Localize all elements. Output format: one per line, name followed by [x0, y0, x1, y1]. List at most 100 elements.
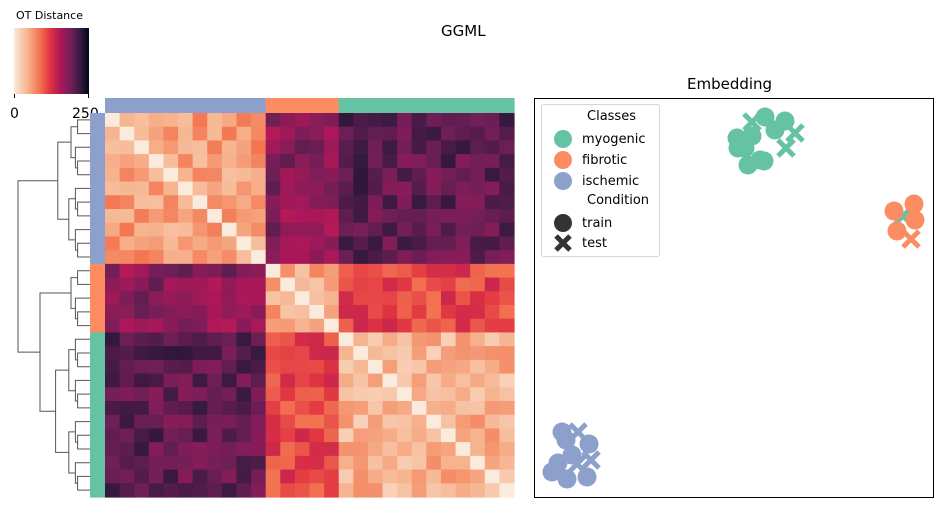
heatmap-cell: [499, 442, 515, 457]
heatmap-cell: [499, 113, 515, 128]
heatmap-cell: [309, 167, 325, 183]
heatmap-cell: [309, 140, 325, 155]
heatmap-cell: [411, 318, 427, 334]
column-class-bar: [105, 98, 515, 113]
heatmap-cell: [353, 250, 369, 265]
heatmap-cell: [367, 236, 384, 251]
heatmap-cell: [134, 387, 150, 402]
row-class-cell: [90, 414, 105, 430]
heatmap-cell: [105, 236, 121, 251]
heatmap-cell: [192, 483, 208, 498]
heatmap-cell: [178, 167, 194, 183]
heatmap-cell: [221, 455, 238, 471]
heatmap-cell: [338, 332, 354, 347]
column-class-cell: [309, 98, 325, 113]
row-class-cell: [90, 346, 105, 361]
heatmap-cell: [382, 442, 398, 457]
heatmap-cell: [265, 332, 281, 347]
heatmap-cell: [411, 113, 427, 128]
heatmap-cell: [309, 332, 325, 347]
colorbar-tick-mark: [88, 94, 89, 98]
heatmap-cell: [338, 414, 354, 430]
heatmap-cell: [440, 359, 457, 375]
heatmap-cell: [178, 195, 194, 210]
figure-title: GGML: [441, 22, 486, 40]
heatmap-cell: [207, 414, 223, 430]
heatmap-cell: [440, 483, 457, 498]
heatmap-cell: [426, 263, 442, 279]
row-class-cell: [90, 442, 105, 457]
heatmap-cell: [353, 291, 369, 306]
ischemic-swatch: [554, 172, 572, 190]
heatmap-cell: [178, 181, 194, 196]
column-class-cell: [397, 98, 413, 113]
heatmap-cell: [309, 236, 325, 251]
heatmap-cell: [105, 401, 121, 416]
heatmap-cell: [207, 222, 223, 238]
heatmap-cell: [134, 483, 150, 498]
heatmap-cell: [426, 387, 442, 402]
heatmap-cell: [309, 305, 325, 320]
heatmap-cell: [309, 222, 325, 238]
heatmap-cell: [105, 277, 121, 292]
heatmap-cell: [338, 126, 354, 142]
heatmap-cell: [105, 263, 121, 279]
heatmap-cell: [353, 318, 369, 334]
heatmap-cell: [440, 318, 457, 334]
heatmap-cell: [265, 428, 281, 443]
heatmap-cell: [192, 263, 208, 279]
heatmap-cell: [251, 346, 267, 361]
heatmap-cell: [470, 209, 486, 224]
heatmap-cell: [163, 373, 179, 388]
heatmap-cell: [440, 195, 457, 210]
heatmap-cell: [251, 209, 267, 224]
heatmap-cell: [236, 209, 252, 224]
heatmap-cell: [105, 126, 121, 142]
heatmap-cell: [499, 291, 515, 306]
heatmap-cell: [105, 140, 121, 155]
heatmap-cell: [178, 263, 194, 279]
scatter-point-train: [904, 194, 924, 214]
heatmap-cell: [324, 167, 340, 183]
heatmap-cell: [105, 414, 121, 430]
heatmap-cell: [484, 428, 500, 443]
heatmap-cell: [353, 346, 369, 361]
heatmap-cell: [134, 277, 150, 292]
heatmap-cell: [207, 483, 223, 498]
heatmap-cell: [499, 428, 515, 443]
heatmap-cell: [484, 291, 500, 306]
heatmap-cell: [338, 140, 354, 155]
heatmap-cell: [163, 126, 179, 142]
heatmap-cell: [119, 455, 135, 471]
heatmap-cell: [105, 181, 121, 196]
heatmap-cell: [134, 442, 150, 457]
embedding-title: Embedding: [687, 75, 773, 93]
heatmap-cell: [367, 455, 384, 471]
heatmap-cell: [251, 154, 267, 169]
row-class-cell: [90, 455, 105, 471]
legend-label: ischemic: [582, 173, 640, 189]
heatmap-cell: [236, 195, 252, 210]
heatmap-cell: [367, 222, 384, 238]
heatmap-cell: [134, 291, 150, 306]
heatmap-cell: [236, 469, 252, 484]
heatmap-cell: [236, 373, 252, 388]
heatmap-cell: [455, 140, 471, 155]
heatmap-cell: [353, 483, 369, 498]
heatmap-cell: [221, 305, 238, 320]
row-class-cell: [90, 291, 105, 306]
legend-label: train: [582, 215, 613, 231]
heatmap-cell: [294, 373, 311, 388]
heatmap-cell: [397, 291, 413, 306]
heatmap-cell: [294, 277, 311, 292]
heatmap-cell: [397, 469, 413, 484]
heatmap-cell: [178, 154, 194, 169]
heatmap-cell: [192, 401, 208, 416]
heatmap-cell: [367, 195, 384, 210]
heatmap-cell: [134, 305, 150, 320]
heatmap-cell: [484, 401, 500, 416]
heatmap-cell: [484, 222, 500, 238]
heatmap-cell: [119, 195, 135, 210]
heatmap-cell: [455, 126, 471, 142]
